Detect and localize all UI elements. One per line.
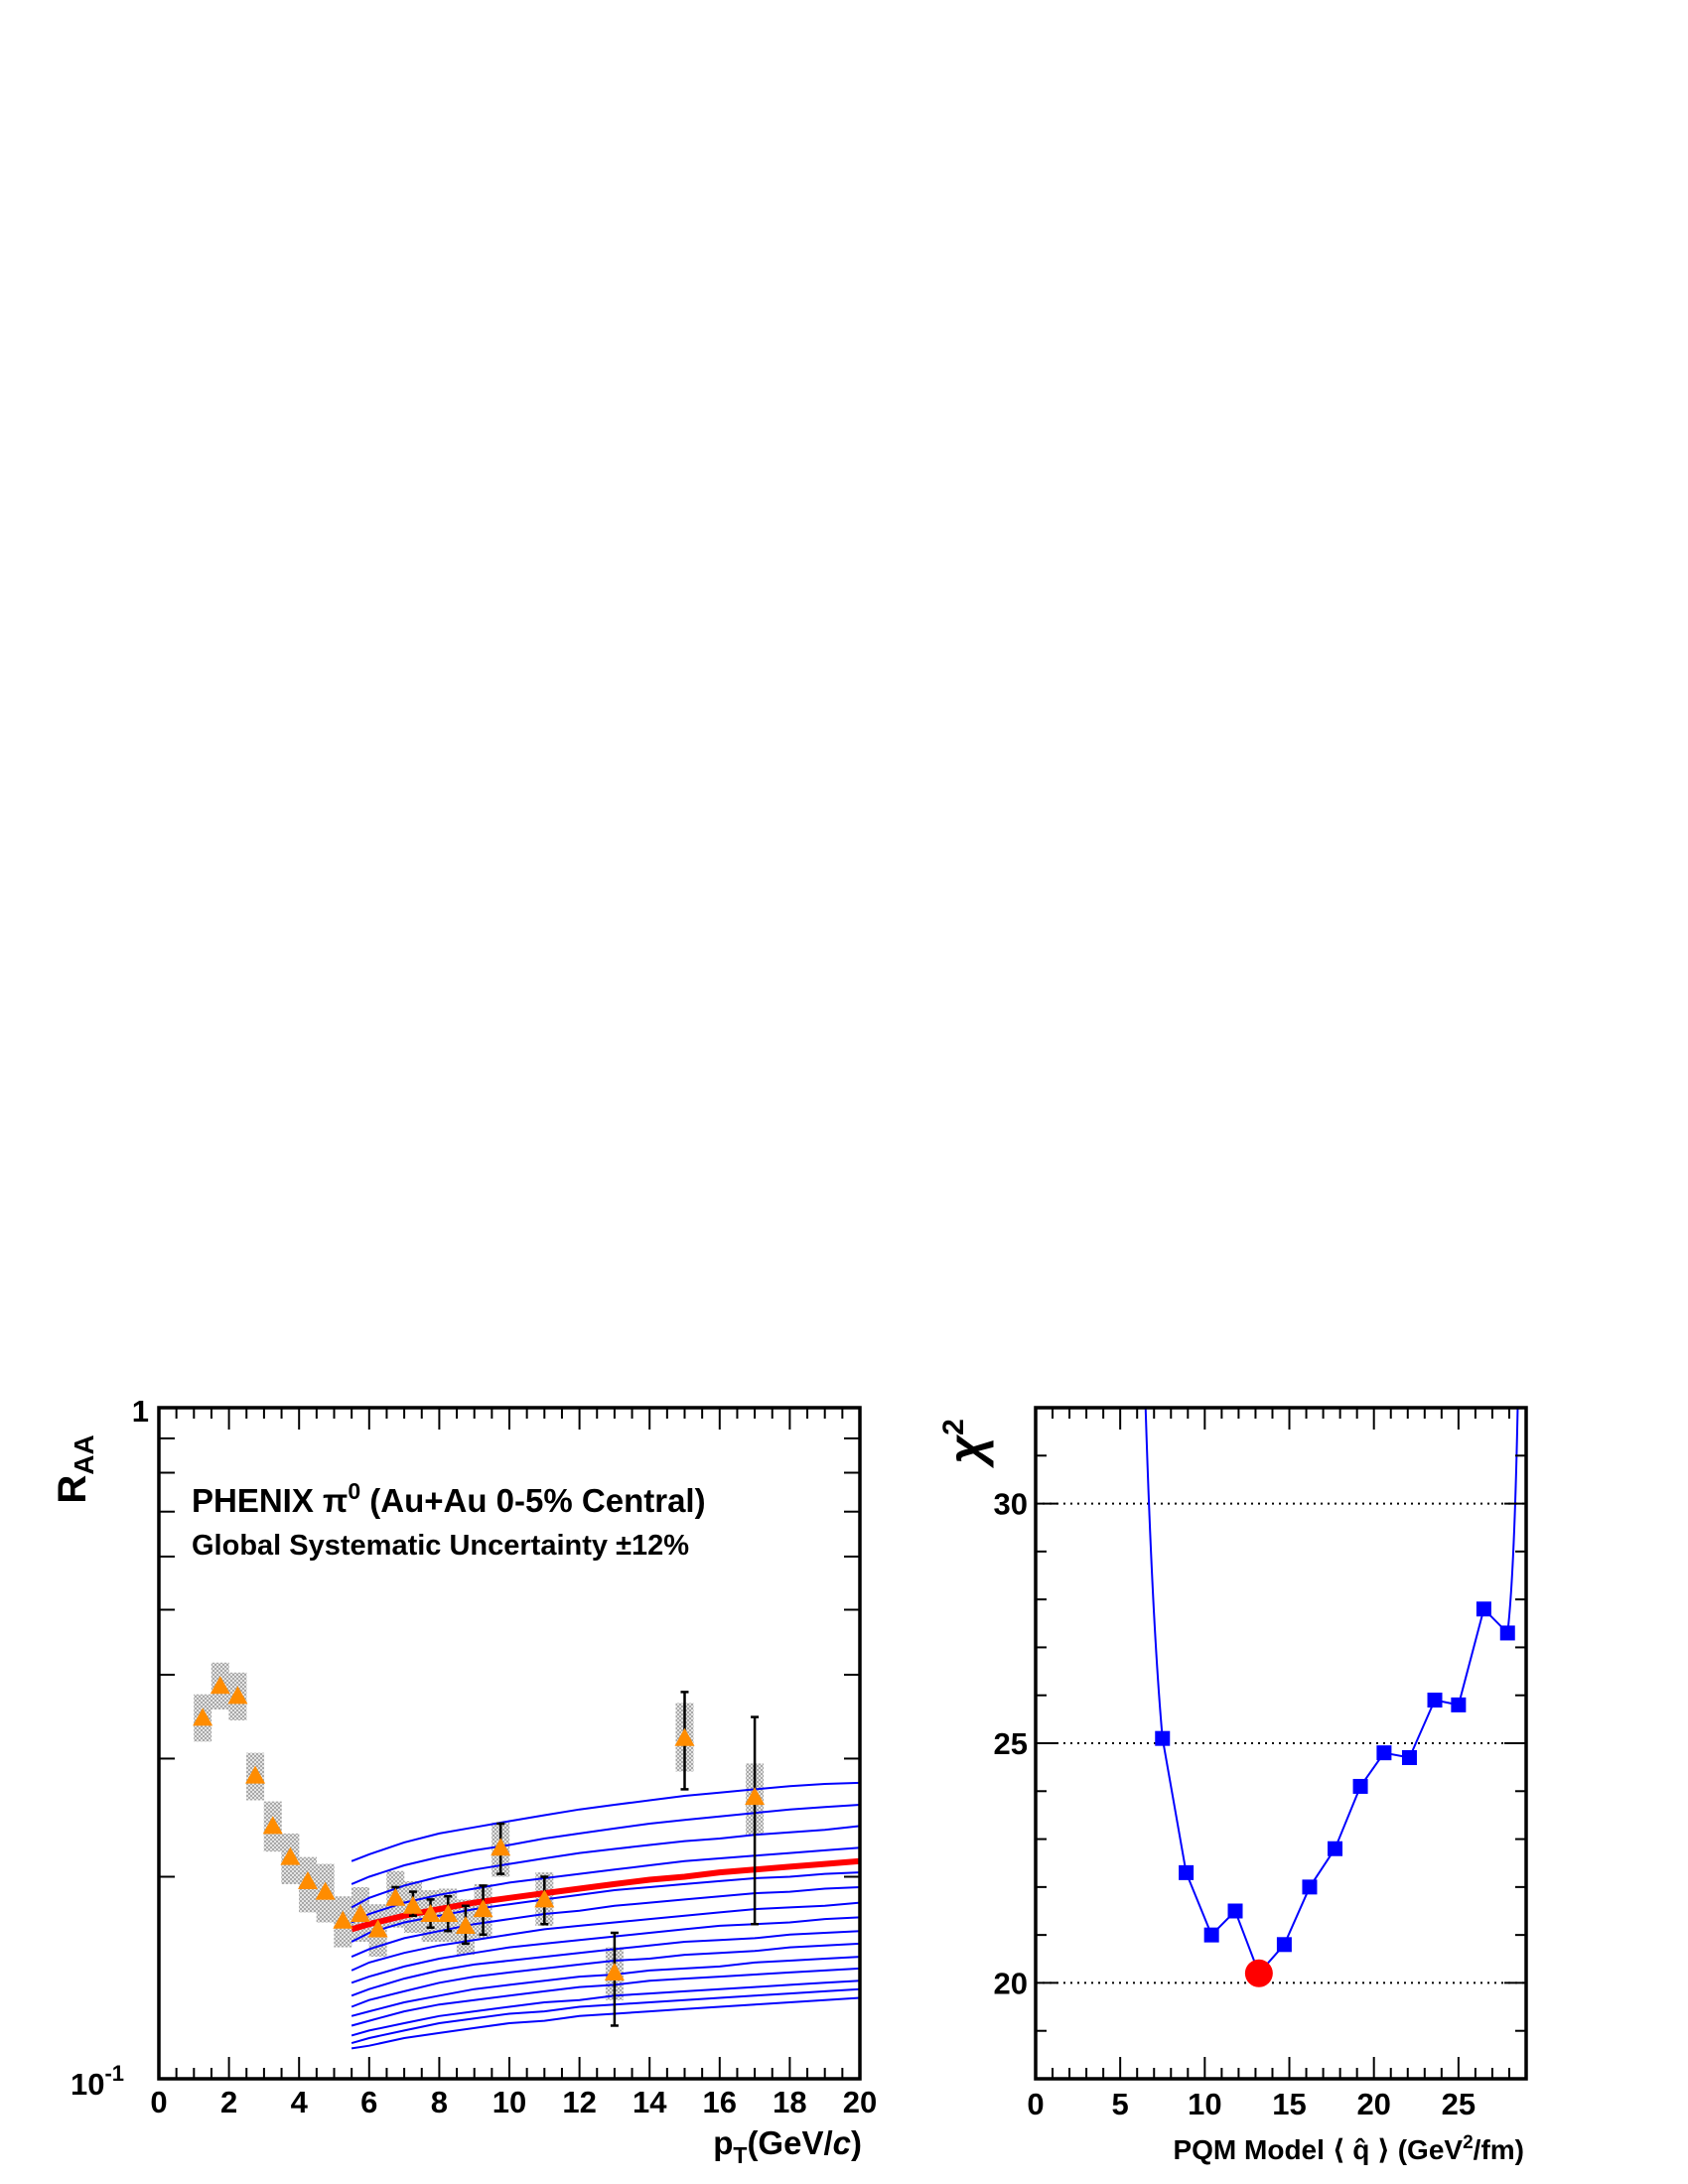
y-tick-label: 20	[994, 1966, 1028, 2000]
x-axis-label: pT(GeV/c)	[713, 2124, 862, 2168]
model-curve	[351, 1930, 861, 1997]
data-marker-triangle	[350, 1904, 370, 1923]
svg-text:RAA: RAA	[51, 1434, 99, 1503]
svg-text:χ2: χ2	[937, 1419, 994, 1469]
chi2-marker-square	[1476, 1601, 1491, 1617]
right-x-tick-labels: 0 5 10 15 20 25	[1027, 2087, 1476, 2121]
data-marker-triangle	[745, 1787, 766, 1806]
chi2-marker-square	[1155, 1730, 1171, 1746]
left-x-tick-labels: 0 2 4 6 8 10 12 14 16 18 20	[150, 2085, 877, 2119]
x-tick-label: 0	[150, 2085, 167, 2119]
chi2-marker-square	[1499, 1625, 1515, 1641]
data-marker-triangle	[604, 1962, 625, 1980]
x-tick-label: 15	[1272, 2087, 1306, 2121]
chi2-marker-square	[1401, 1749, 1417, 1765]
data-marker-triangle	[420, 1904, 441, 1923]
chi2-markers	[1155, 1601, 1515, 1953]
model-curve	[351, 1871, 861, 1943]
chi2-axis-label: χ2	[937, 1419, 994, 1469]
chi2-marker-square	[1328, 1841, 1343, 1856]
data-marker-triangle	[367, 1919, 388, 1938]
left-panel: 0 2 4 6 8 10 12 14 16 18 20 1 10-1 RAA pT(GeV/c) P…	[51, 1394, 877, 2168]
model-curves	[351, 1781, 861, 2050]
data-marker-triangle	[280, 1846, 301, 1865]
x-tick-label: 10	[492, 2085, 526, 2119]
y-tick-label-0.1: 10-1	[70, 2061, 124, 2102]
right-x-axis-label: PQM Model ⟨ q̂ ⟩ (GeV2/fm)	[1173, 2132, 1524, 2165]
model-curve	[351, 1916, 861, 1984]
chi2-right-curve	[1506, 1407, 1519, 1634]
data-marker-triangle	[455, 1915, 476, 1934]
y-tick-label-1: 1	[132, 1394, 149, 1429]
model-curve	[351, 1846, 861, 1924]
x-tick-label: 18	[773, 2085, 806, 2119]
x-tick-label: 20	[1356, 2087, 1390, 2121]
right-y-tick-labels: 20 25 30	[994, 1487, 1028, 2001]
left-axis-ticks	[158, 1408, 861, 2079]
data-marker-triangle	[333, 1910, 353, 1929]
chi2-connecting-line	[1161, 1606, 1509, 1976]
x-tick-label: 6	[360, 2085, 377, 2119]
model-curve	[351, 1781, 861, 1862]
model-curve	[351, 1901, 861, 1972]
x-tick-label: 20	[843, 2085, 877, 2119]
data-marker-triangle	[438, 1904, 459, 1923]
chi2-marker-square	[1203, 1927, 1219, 1943]
annotation-title: PHENIX π0 (Au+Au 0-5% Central)	[192, 1478, 706, 1519]
model-curve	[351, 1804, 861, 1885]
chi2-minimum-marker	[1244, 1959, 1273, 1987]
x-tick-label: 14	[633, 2085, 667, 2119]
y-tick-label: 25	[994, 1726, 1028, 1761]
right-grid-lines	[1036, 1502, 1526, 1984]
data-marker-triangle	[262, 1816, 283, 1835]
chi2-marker-square	[1352, 1778, 1368, 1794]
data-marker-triangle	[298, 1870, 319, 1889]
data-marker-triangle	[491, 1838, 511, 1856]
x-tick-label: 8	[431, 2085, 448, 2119]
data-marker-triangle	[245, 1765, 266, 1784]
model-curve	[351, 1967, 861, 2027]
x-tick-label: 2	[220, 2085, 237, 2119]
chi2-marker-square	[1376, 1745, 1392, 1761]
right-axis-ticks	[1035, 1407, 1527, 2080]
data-marker-triangle	[193, 1707, 213, 1726]
data-marker-triangle	[473, 1899, 493, 1918]
model-curve	[351, 1979, 861, 2037]
chi2-marker-square	[1227, 1903, 1243, 1919]
x-tick-label: 10	[1188, 2087, 1221, 2121]
annotation-systematic: Global Systematic Uncertainty ±12%	[192, 1530, 689, 1562]
chi2-marker-square	[1276, 1937, 1292, 1953]
model-curve	[351, 1987, 861, 2045]
y-tick-label: 30	[994, 1487, 1028, 1522]
model-curve	[351, 1942, 861, 2008]
data-markers	[193, 1676, 766, 1980]
data-marker-triangle	[534, 1889, 555, 1908]
model-curve	[351, 1886, 861, 1959]
right-panel: 0 5 10 15 20 25 20 25 30 χ2 PQM Model ⟨ q̂ ⟩ (G…	[937, 1406, 1528, 2165]
data-marker-triangle	[210, 1676, 230, 1695]
chi2-marker-square	[1427, 1693, 1443, 1708]
chi2-marker-square	[1302, 1879, 1318, 1895]
x-tick-label: 0	[1027, 2087, 1044, 2121]
data-marker-triangle	[385, 1887, 406, 1906]
data-marker-triangle	[674, 1727, 695, 1746]
model-curve	[351, 1825, 861, 1909]
chi2-marker-square	[1451, 1697, 1467, 1712]
chi2-marker-square	[1179, 1864, 1195, 1880]
x-tick-label: 12	[562, 2085, 596, 2119]
chi2-left-curve	[1144, 1407, 1164, 1739]
data-marker-triangle	[315, 1881, 336, 1900]
x-tick-label: 4	[291, 2085, 309, 2119]
x-tick-label: 25	[1442, 2087, 1476, 2121]
y-axis-label: RAA	[51, 1434, 99, 1503]
model-curve	[351, 1996, 861, 2050]
data-marker-triangle	[227, 1686, 248, 1705]
x-tick-label: 5	[1112, 2087, 1129, 2121]
model-curve	[351, 1956, 861, 2017]
data-marker-triangle	[402, 1895, 423, 1914]
x-tick-label: 16	[703, 2085, 737, 2119]
